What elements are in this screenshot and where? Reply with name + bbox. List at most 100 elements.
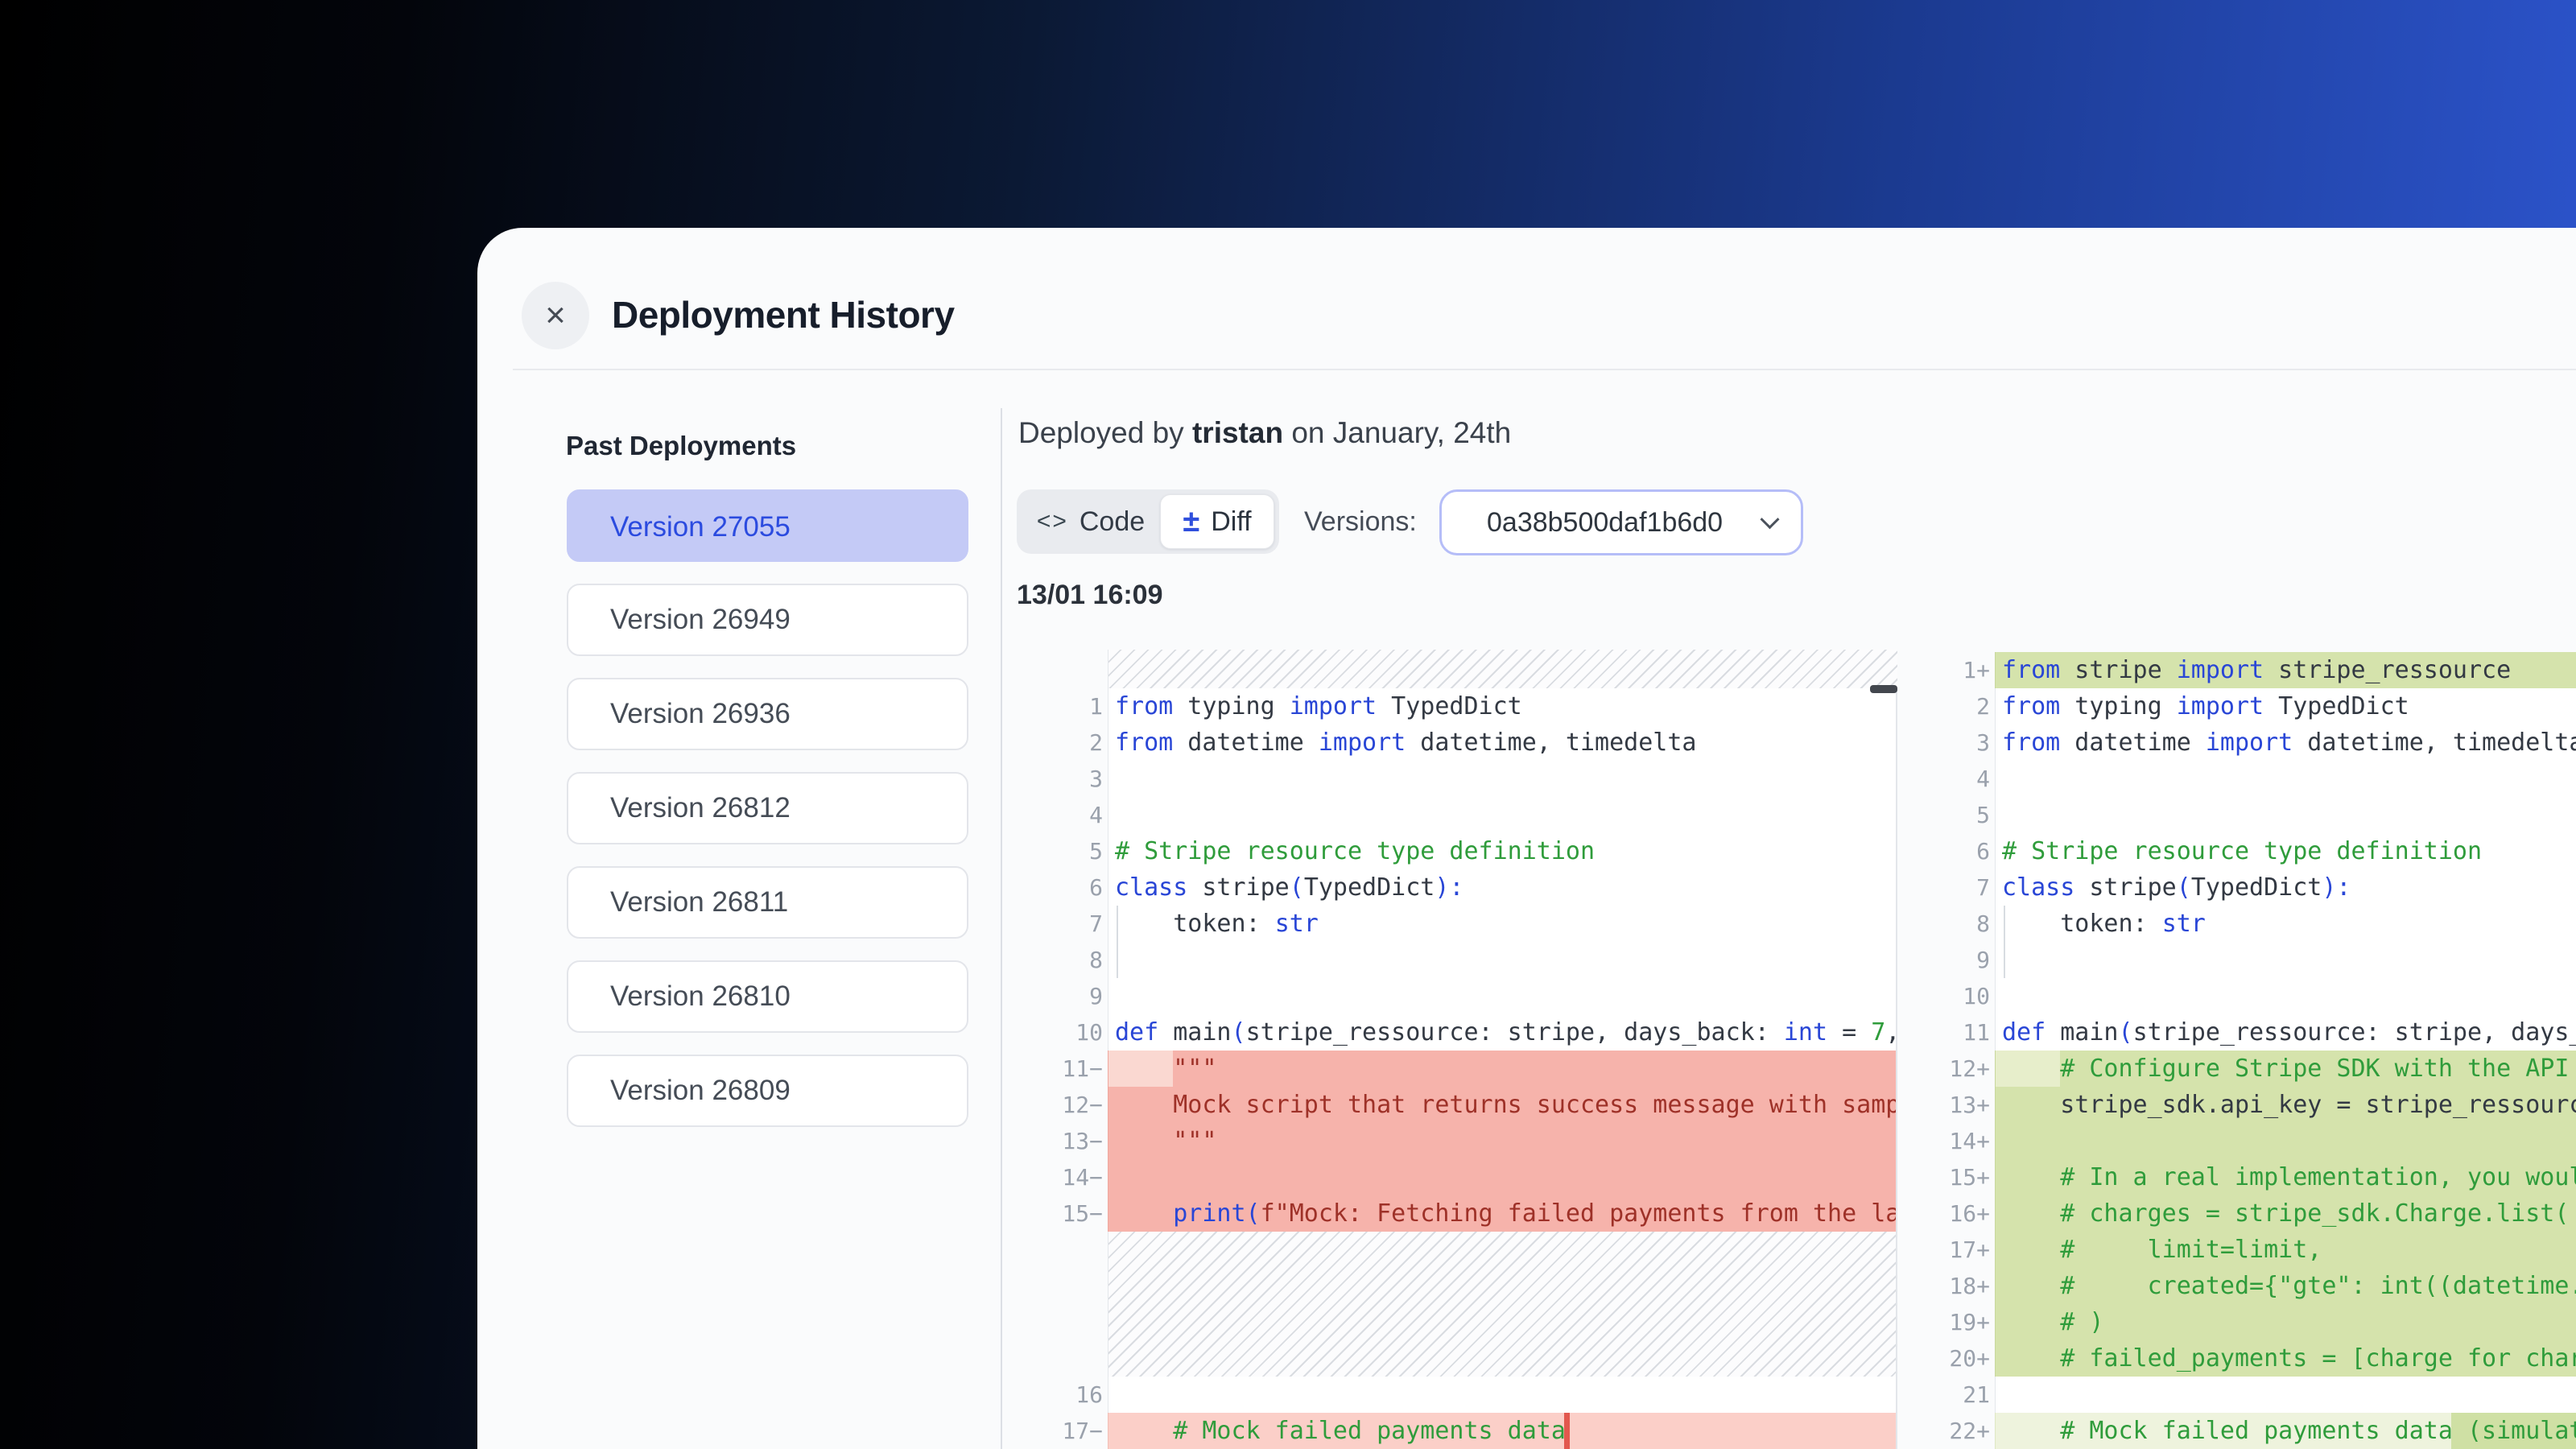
sidebar-divider — [1001, 408, 1002, 1449]
tab-code[interactable]: <> Code — [1022, 494, 1160, 549]
line-number: 9 — [1976, 947, 1990, 973]
plus-minus-icon: ± — [1183, 504, 1200, 539]
diff-row: 15− print(f"Mock: Fetching failed paymen… — [1018, 1195, 1897, 1232]
code-line — [1995, 761, 2576, 797]
diff-row: 1+ from stripe import stripe_ressource — [1932, 652, 2576, 688]
line-number: 11− — [1062, 1055, 1103, 1082]
deployed-suffix: on January, 24th — [1283, 416, 1512, 449]
line-number: 3 — [1089, 766, 1103, 792]
code-text: # created={"gte": int((datetime. — [2002, 1272, 2576, 1300]
word-diff-unchanged-patch — [1996, 1051, 2060, 1087]
version-list-item[interactable]: Version 26936 — [567, 678, 968, 750]
code-text: # Mock failed payments data — [1173, 1417, 1566, 1445]
line-number: 17+ — [1949, 1236, 1990, 1263]
code-text: # In a real implementation, you woul — [2002, 1163, 2576, 1191]
version-list: Version 27055 Version 26949 Version 26936 V… — [567, 489, 968, 1149]
code-line: # ) — [1995, 1304, 2576, 1340]
code-line — [1995, 1123, 2576, 1159]
code-line — [1995, 978, 2576, 1014]
line-number: 22+ — [1949, 1418, 1990, 1444]
versions-label: Versions: — [1304, 506, 1417, 537]
diff-tab-label: Diff — [1211, 506, 1252, 537]
diff-row: 8 token: str — [1932, 906, 2576, 942]
modal-header: × Deployment History — [477, 228, 2576, 370]
line-number: 16 — [1075, 1381, 1103, 1408]
code-text: # failed_payments = [charge for char — [2002, 1344, 2576, 1373]
code-text: class stripe(TypedDict): — [1115, 873, 1464, 902]
code-line: stripe_sdk.api_key = stripe_ressourc — [1995, 1087, 2576, 1123]
diff-row: 18+ # created={"gte": int((datetime. — [1932, 1268, 2576, 1304]
version-list-item[interactable]: Version 26810 — [567, 960, 968, 1033]
version-dropdown[interactable]: 0a38b500daf1b6d0 — [1439, 489, 1803, 555]
code-line: # Mock failed payments data (simulat — [1995, 1413, 2576, 1449]
line-number: 6 — [1976, 838, 1990, 865]
code-text: Mock script that returns success message… — [1115, 1091, 1897, 1119]
code-line — [1995, 942, 2576, 978]
diff-row: 15+ # In a real implementation, you woul — [1932, 1159, 2576, 1195]
line-number: 4 — [1976, 766, 1990, 792]
indent-guide — [1117, 906, 1118, 942]
code-text: # limit=limit, — [2002, 1236, 2322, 1264]
diff-row: 16 — [1018, 1377, 1897, 1413]
diff-row: 11 def main(stripe_ressource: stripe, day… — [1932, 1014, 2576, 1051]
version-list-item[interactable]: Version 26809 — [567, 1055, 968, 1127]
header-divider — [513, 369, 2576, 370]
line-number: 6 — [1089, 874, 1103, 901]
code-line — [1108, 797, 1897, 833]
diff-row: 2 from typing import TypedDict — [1932, 688, 2576, 724]
line-number: 5 — [1976, 802, 1990, 828]
word-diff-unchanged-patch — [1108, 1051, 1173, 1087]
diff-row: 13+ stripe_sdk.api_key = stripe_ressourc — [1932, 1087, 2576, 1123]
code-text: from stripe import stripe_ressource — [2002, 656, 2512, 684]
line-number: 16+ — [1949, 1200, 1990, 1227]
diff-row: 21 — [1932, 1377, 2576, 1413]
code-text: def main(stripe_ressource: stripe, days_ — [2002, 1018, 2576, 1046]
word-diff-removed-bar — [1564, 1413, 1570, 1449]
line-number: 8 — [1089, 947, 1103, 973]
diff-row: 5 # Stripe resource type definition — [1018, 833, 1897, 869]
code-line: # charges = stripe_sdk.Charge.list( — [1995, 1195, 2576, 1232]
diff-row: 14+ — [1932, 1123, 2576, 1159]
version-list-item[interactable]: Version 26811 — [567, 866, 968, 939]
code-text: from datetime import datetime, timedelta — [1115, 729, 1697, 757]
code-line: class stripe(TypedDict): — [1108, 869, 1897, 906]
diff-row: 1 from typing import TypedDict — [1018, 688, 1897, 724]
code-text: # Mock failed payments data (simulat — [2002, 1417, 2576, 1445]
line-number: 8 — [1976, 910, 1990, 937]
diff-row: 8 — [1018, 942, 1897, 978]
code-text: # Stripe resource type definition — [1115, 837, 1596, 865]
code-text: class stripe(TypedDict): — [2002, 873, 2351, 902]
past-deployments-title: Past Deployments — [566, 431, 797, 460]
close-button[interactable]: × — [522, 282, 589, 349]
code-text: from typing import TypedDict — [2002, 692, 2409, 720]
version-list-item[interactable]: Version 27055 — [567, 489, 968, 562]
code-text: def main(stripe_ressource: stripe, days_… — [1115, 1018, 1897, 1046]
code-line: from datetime import datetime, timedelta — [1995, 724, 2576, 761]
line-number: 5 — [1089, 838, 1103, 865]
line-number: 14+ — [1949, 1128, 1990, 1154]
code-line: # Stripe resource type definition — [1995, 833, 2576, 869]
code-line: # created={"gte": int((datetime. — [1995, 1268, 2576, 1304]
diff-row: 11− """ — [1018, 1051, 1897, 1087]
indent-guide — [2004, 942, 2005, 978]
line-number: 15− — [1062, 1200, 1103, 1227]
tab-diff[interactable]: ± Diff — [1160, 494, 1274, 549]
diff-row: 17+ # limit=limit, — [1932, 1232, 2576, 1268]
deployed-by-line: Deployed by tristan on January, 24th — [1018, 416, 1511, 450]
line-number: 17− — [1062, 1418, 1103, 1444]
version-list-item[interactable]: Version 26949 — [567, 584, 968, 656]
deployed-user: tristan — [1191, 416, 1284, 449]
version-list-item[interactable]: Version 26812 — [567, 772, 968, 844]
code-text: # charges = stripe_sdk.Charge.list( — [2002, 1199, 2570, 1228]
code-text: print(f"Mock: Fetching failed payments f… — [1173, 1199, 1897, 1228]
code-line — [1995, 797, 2576, 833]
code-line: from typing import TypedDict — [1995, 688, 2576, 724]
scrollbar-thumb[interactable] — [1870, 685, 1897, 693]
line-number: 15+ — [1949, 1164, 1990, 1191]
code-line — [1108, 978, 1897, 1014]
code-tab-label: Code — [1079, 506, 1146, 537]
line-number: 12+ — [1949, 1055, 1990, 1082]
code-line — [1108, 942, 1897, 978]
code-text: # Stripe resource type definition — [2002, 837, 2483, 865]
code-line: """ — [1108, 1051, 1897, 1087]
